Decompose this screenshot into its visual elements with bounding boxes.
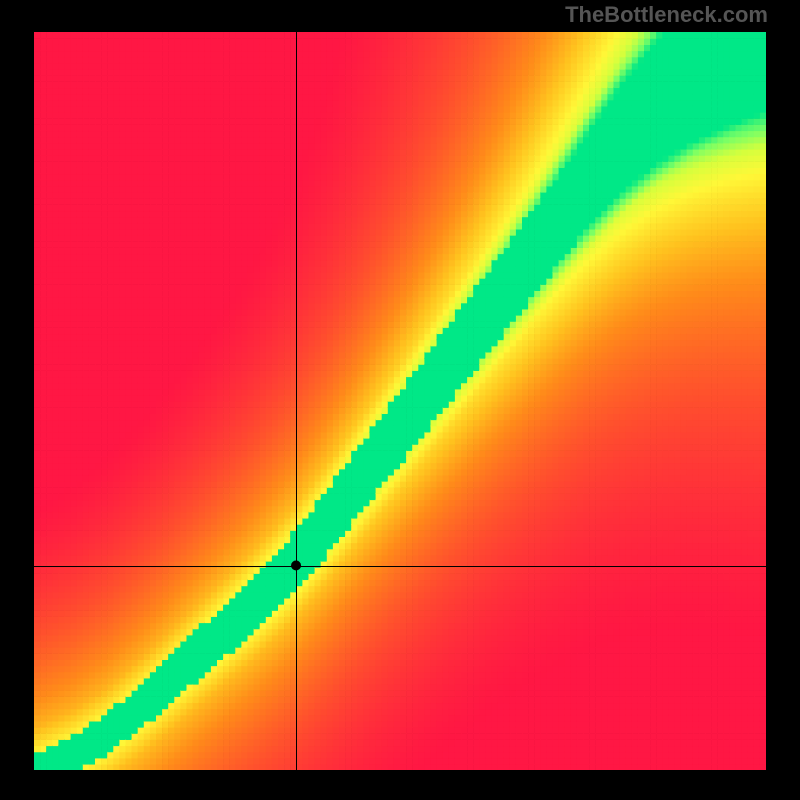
figure-container: TheBottleneck.com xyxy=(0,0,800,800)
bottleneck-heatmap xyxy=(34,32,766,770)
watermark-text: TheBottleneck.com xyxy=(565,2,768,28)
